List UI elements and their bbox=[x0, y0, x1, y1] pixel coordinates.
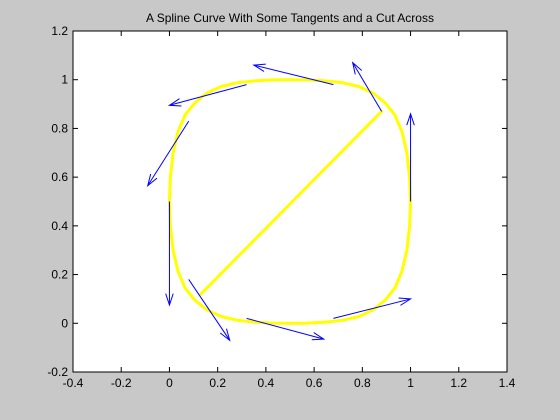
tangent-layer bbox=[146, 61, 415, 342]
x-tick-label: 1.4 bbox=[499, 376, 516, 390]
x-tick-label: 0.8 bbox=[354, 376, 371, 390]
y-tick-label: 0.6 bbox=[51, 170, 68, 184]
x-tick-label: -0.2 bbox=[111, 376, 132, 390]
tangent-arrowhead bbox=[398, 297, 413, 306]
tangent-shaft bbox=[147, 120, 190, 186]
tangent-shaft bbox=[188, 279, 231, 341]
tangent-arrowhead bbox=[406, 112, 415, 126]
tangent-shaft bbox=[333, 298, 411, 319]
y-tick-label: 1 bbox=[61, 73, 68, 87]
tangent-arrowhead bbox=[146, 173, 158, 188]
y-tick-label: 0.4 bbox=[51, 219, 68, 233]
cut-across-line bbox=[199, 109, 384, 296]
y-tick-label: -0.2 bbox=[47, 365, 68, 379]
tangent-arrowhead bbox=[219, 328, 231, 342]
x-tick-label: 0 bbox=[166, 376, 173, 390]
tangent-arrow bbox=[351, 61, 383, 112]
tangent-arrow bbox=[165, 201, 174, 307]
chart-title: A Spline Curve With Some Tangents and a … bbox=[146, 11, 434, 25]
tangent-shaft bbox=[352, 62, 383, 112]
y-tick-label: 0 bbox=[61, 316, 68, 330]
axes-box bbox=[72, 30, 508, 373]
tangent-arrowhead bbox=[165, 293, 174, 307]
tangent-shaft bbox=[253, 64, 334, 86]
tick-layer: -0.4 -0.2 0 0.2 0.4 0.6 0.8 1 1.2 1.4-0.200.20.40… bbox=[47, 24, 515, 390]
x-tick-label: 1.2 bbox=[450, 376, 467, 390]
y-tick-label: 0.2 bbox=[51, 268, 68, 282]
x-tick-label: 1 bbox=[407, 376, 414, 390]
tangent-arrow bbox=[252, 63, 334, 86]
x-tick-label: 0.6 bbox=[306, 376, 323, 390]
tangent-shaft bbox=[169, 84, 247, 106]
tangent-shaft bbox=[246, 317, 324, 340]
axes-background bbox=[73, 31, 507, 372]
tangent-arrowhead bbox=[252, 63, 266, 72]
y-tick-label: 0.8 bbox=[51, 121, 68, 135]
x-tick-label: 0.2 bbox=[209, 376, 226, 390]
x-tick-label: 0.4 bbox=[258, 376, 275, 390]
tangent-arrow bbox=[406, 112, 415, 202]
tangent-arrowhead bbox=[167, 98, 182, 107]
tangent-arrow bbox=[146, 120, 190, 188]
tangent-arrow bbox=[333, 297, 413, 319]
y-tick-label: 1.2 bbox=[51, 24, 68, 38]
tangent-arrow bbox=[167, 84, 247, 107]
tangent-arrowhead bbox=[351, 61, 363, 75]
tangent-arrow bbox=[188, 279, 231, 342]
tangent-arrow bbox=[246, 317, 326, 341]
tangent-arrowhead bbox=[311, 332, 326, 341]
x-tick-label: -0.4 bbox=[63, 376, 84, 390]
